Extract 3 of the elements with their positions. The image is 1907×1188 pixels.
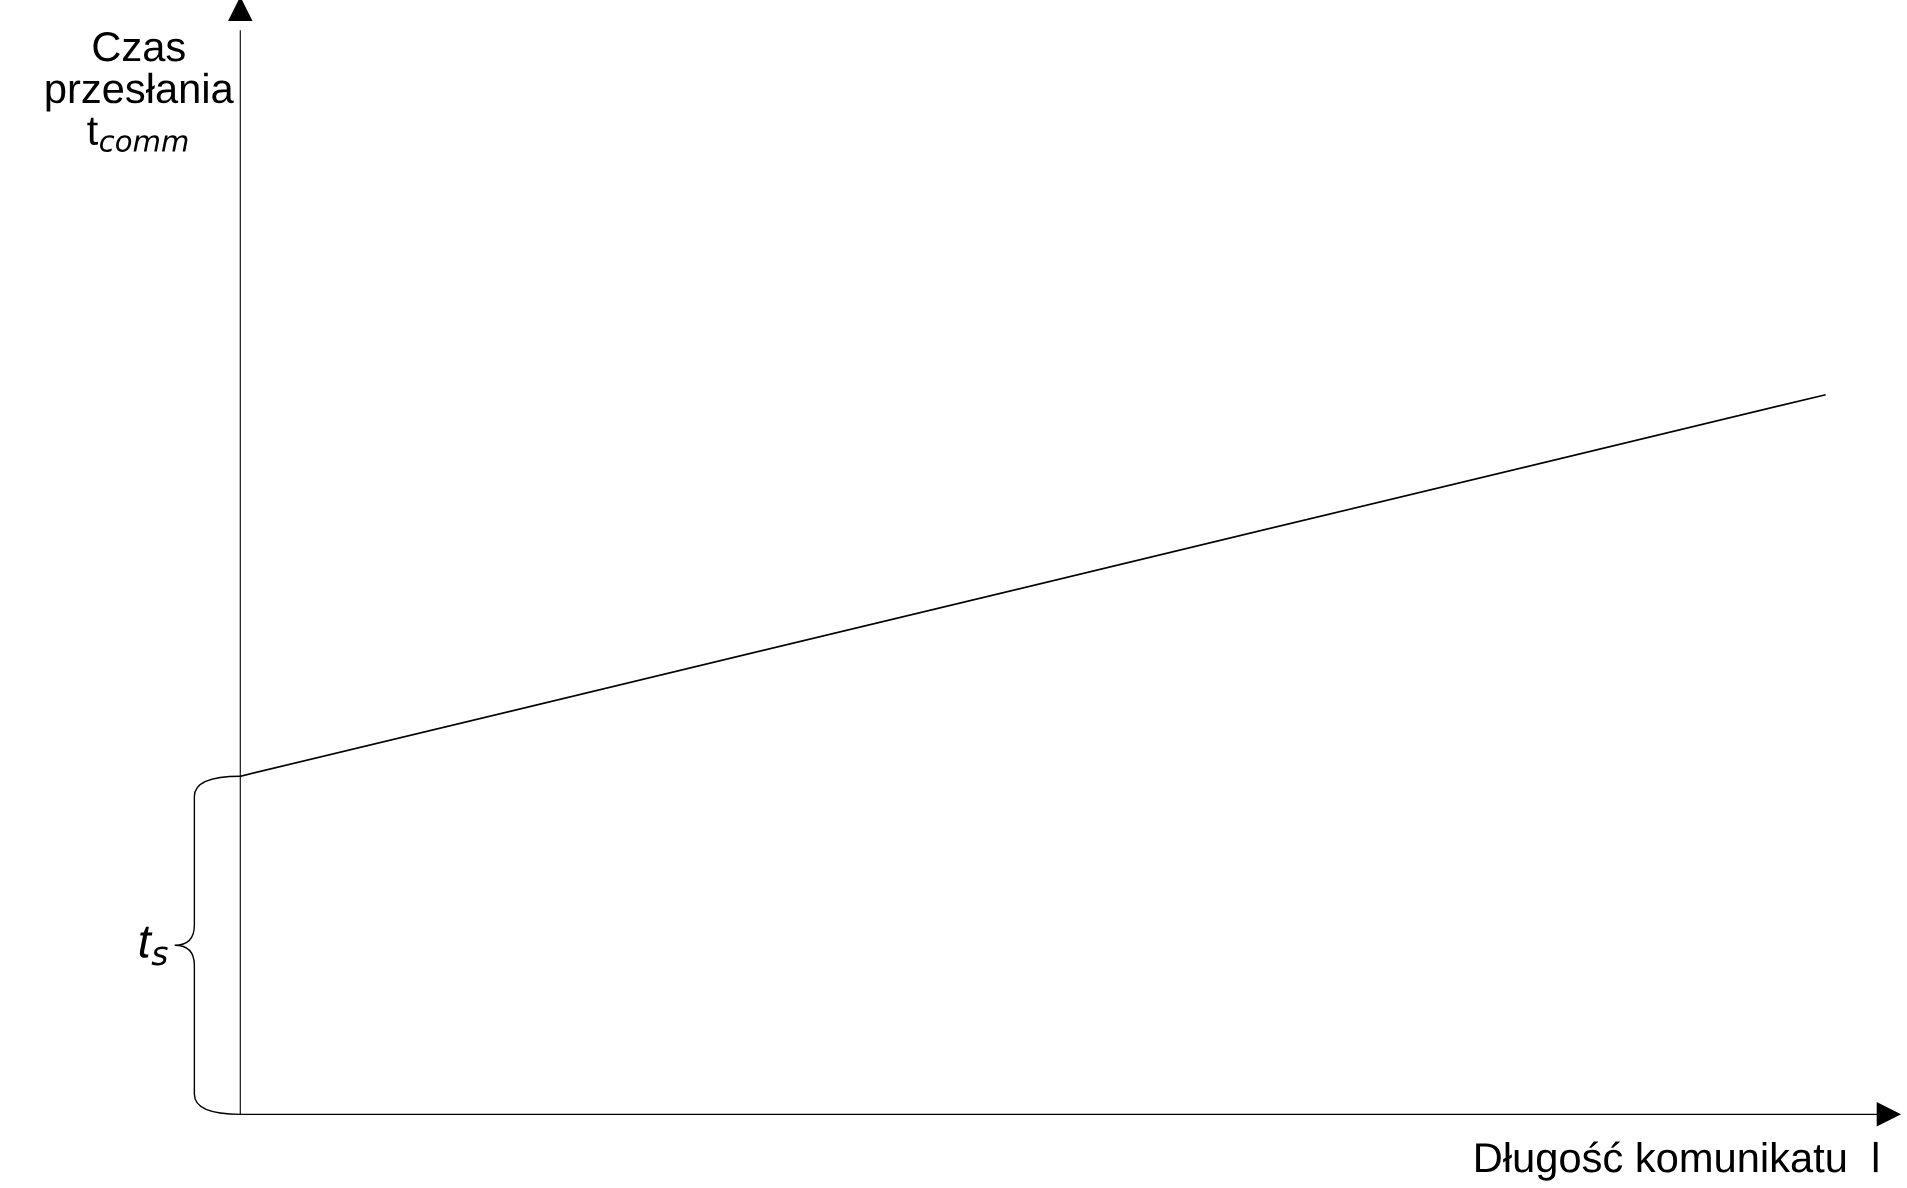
annotation: t$_{s}$: [139, 926, 168, 966]
text: Czas przesłania t$_{comm}$: [46, 31, 234, 152]
x-axis-title: Długość komunikatu l: [1476, 1141, 1878, 1181]
